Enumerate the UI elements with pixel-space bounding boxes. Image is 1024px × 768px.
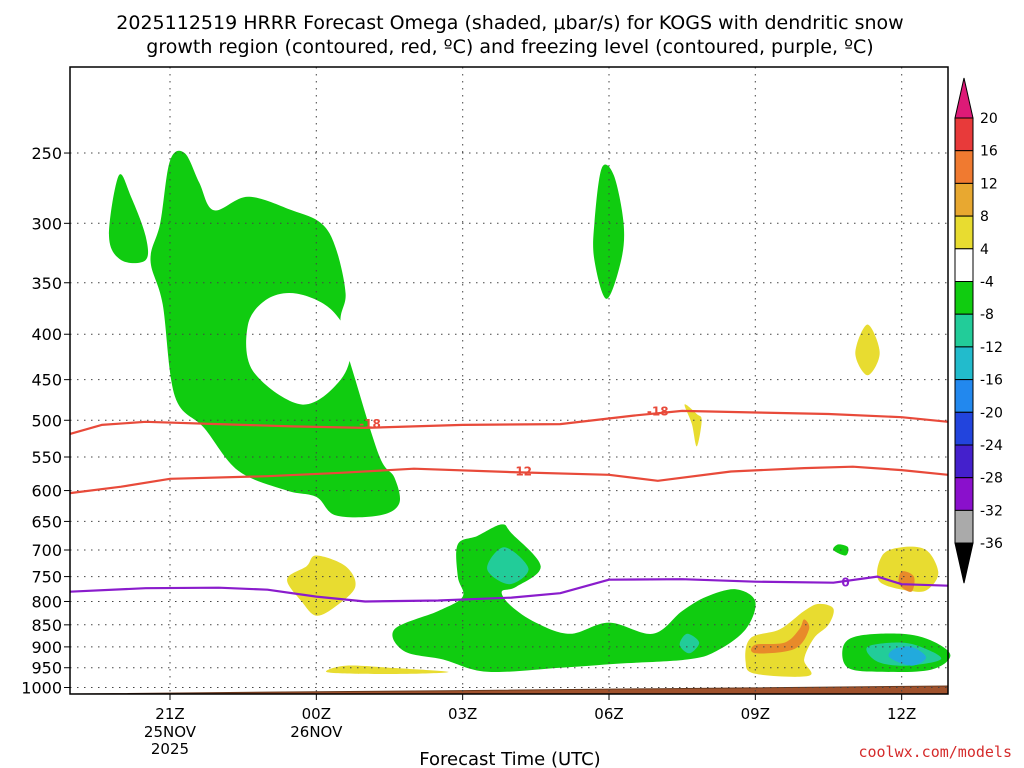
credit-text[interactable]: coolwx.com/models	[858, 743, 1012, 761]
colorbar-swatch-2	[954, 182, 974, 217]
colorbar-label-11: -28	[980, 471, 1003, 487]
omega-region-12	[751, 619, 810, 654]
colorbar-swatch-7	[954, 346, 974, 381]
colorbar-label-3: 8	[980, 209, 989, 225]
x-tick-label-06Z: 06Z	[594, 705, 623, 723]
y-tick-label-750: 750	[31, 568, 62, 587]
colorbar-swatch-0	[954, 117, 974, 152]
x-tick-sublabel-00Z-0: 26NOV	[290, 723, 343, 741]
y-tick-label-1000: 1000	[21, 679, 62, 698]
colorbar-top-triangle	[954, 77, 974, 119]
colorbar: 20 16 12 8 4 -4 -8 -12 -16 -20 -24 -28 -32 -36	[954, 77, 1003, 584]
x-tick-label-12Z: 12Z	[887, 705, 916, 723]
y-tick-label-950: 950	[31, 659, 62, 678]
y-tick-label-850: 850	[31, 616, 62, 635]
y-tick-label-350: 350	[31, 274, 62, 293]
colorbar-label-6: -8	[980, 307, 994, 323]
colorbar-swatch-4	[954, 248, 974, 283]
omega-shading	[108, 150, 951, 677]
colorbar-swatch-12	[954, 509, 974, 544]
omega-neutral-hole	[246, 292, 351, 405]
x-tick-sublabel-21Z-1: 2025	[151, 740, 189, 758]
colorbar-label-0: 20	[980, 111, 998, 127]
x-tick-label-00Z: 00Z	[302, 705, 331, 723]
y-tick-label-550: 550	[31, 448, 62, 467]
colorbar-swatch-9	[954, 411, 974, 446]
x-tick-label-21Z: 21Z	[155, 705, 184, 723]
y-tick-label-450: 450	[31, 371, 62, 390]
colorbar-label-5: -4	[980, 275, 994, 291]
colorbar-label-1: 16	[980, 144, 998, 160]
x-axis-title: Forecast Time (UTC)	[419, 749, 600, 768]
y-axis: 250 300 350 400 450 500 550 600 650 700 750 800 850 9…	[21, 144, 70, 698]
contour-label-3: 0	[841, 576, 849, 590]
omega-region-6	[287, 555, 356, 616]
plot-frame	[69, 66, 949, 695]
colorbar-swatch-3	[954, 215, 974, 250]
omega-region-17	[888, 646, 927, 666]
contour-label-0: -18	[359, 417, 381, 431]
omega-region-2	[593, 164, 625, 299]
contour-line-0-2	[69, 575, 949, 603]
omega-region-15	[679, 633, 700, 654]
omega-region-7	[325, 665, 449, 675]
colorbar-bottom-triangle	[954, 542, 974, 584]
contour-label-1: -18	[647, 405, 669, 419]
colorbar-label-9: -20	[980, 405, 1003, 421]
colorbar-swatch-10	[954, 444, 974, 479]
chart-title-line-2: growth region (contoured, red, ºC) and f…	[146, 36, 873, 58]
contour-label-2: -12	[510, 464, 532, 478]
contour-lines: -18 -18 -12 0	[69, 405, 949, 603]
colorbar-label-10: -24	[980, 438, 1003, 454]
x-tick-label-09Z: 09Z	[741, 705, 770, 723]
omega-region-8	[684, 404, 702, 447]
omega-region-0	[108, 174, 149, 264]
y-tick-label-600: 600	[31, 482, 62, 501]
colorbar-swatch-8	[954, 379, 974, 413]
colorbar-label-12: -32	[980, 503, 1003, 519]
colorbar-label-4: 4	[980, 242, 989, 258]
colorbar-swatch-6	[954, 313, 974, 348]
contour-line--12-1	[69, 465, 949, 495]
x-tick-label-03Z: 03Z	[448, 705, 477, 723]
omega-region-3	[392, 524, 756, 673]
omega-region-14	[487, 547, 529, 585]
x-tick-sublabel-21Z-0: 25NOV	[144, 723, 197, 741]
colorbar-swatch-1	[954, 150, 974, 184]
y-tick-label-700: 700	[31, 541, 62, 560]
y-tick-label-900: 900	[31, 638, 62, 657]
contour-line--18-0	[69, 409, 949, 435]
y-tick-label-500: 500	[31, 411, 62, 430]
colorbar-label-8: -16	[980, 373, 1003, 389]
colorbar-label-2: 12	[980, 176, 998, 192]
colorbar-label-7: -12	[980, 340, 1003, 356]
colorbar-swatch-11	[954, 477, 974, 511]
colorbar-label-13: -36	[980, 536, 1003, 552]
y-tick-label-650: 650	[31, 512, 62, 531]
y-tick-label-300: 300	[31, 214, 62, 233]
colorbar-swatch-5	[954, 281, 974, 315]
chart-title-line-1: 2025112519 HRRR Forecast Omega (shaded, …	[116, 12, 903, 34]
y-tick-label-250: 250	[31, 144, 62, 163]
y-tick-label-800: 800	[31, 592, 62, 611]
y-tick-label-400: 400	[31, 325, 62, 344]
omega-region-9	[855, 324, 880, 376]
